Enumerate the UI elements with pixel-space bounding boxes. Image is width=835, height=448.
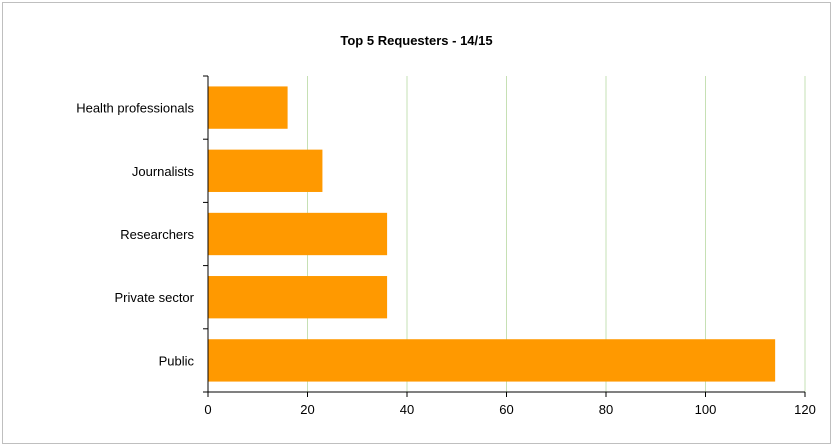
category-label-3: Private sector xyxy=(115,290,195,305)
category-label-2: Researchers xyxy=(120,227,194,242)
x-tick-label-0: 0 xyxy=(204,402,211,417)
x-tick-label-3: 60 xyxy=(499,402,513,417)
bar-1 xyxy=(208,149,323,192)
bar-0 xyxy=(208,86,288,129)
category-label-4: Public xyxy=(159,353,195,368)
category-label-1: Journalists xyxy=(132,164,195,179)
chart-title: Top 5 Requesters - 14/15 xyxy=(340,33,493,48)
x-tick-label-6: 120 xyxy=(794,402,816,417)
x-tick-label-4: 80 xyxy=(599,402,613,417)
x-tick-label-1: 20 xyxy=(300,402,314,417)
x-tick-label-2: 40 xyxy=(400,402,414,417)
bar-3 xyxy=(208,276,388,319)
bar-4 xyxy=(208,339,776,382)
bar-2 xyxy=(208,212,388,256)
x-tick-label-5: 100 xyxy=(695,402,717,417)
category-label-0: Health professionals xyxy=(76,101,194,116)
